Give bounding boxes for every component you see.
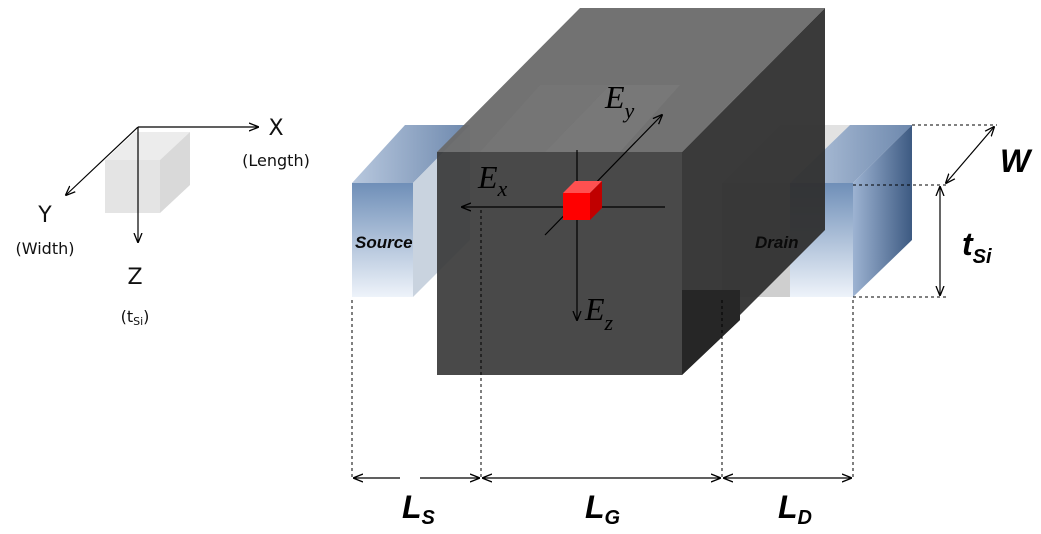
drain-length-label: LD <box>778 489 812 529</box>
source-label: Source <box>355 233 413 252</box>
source-length-label: LS <box>402 489 436 529</box>
axis-letter: Z <box>127 265 142 290</box>
dimension-lines <box>351 124 997 480</box>
gate-length-label: LG <box>585 489 620 529</box>
axis-letter: Y <box>37 203 52 228</box>
dim-symbol: t <box>962 226 974 262</box>
width-label: W <box>1000 143 1033 179</box>
axis-icon <box>66 127 258 242</box>
caption-sub: Si <box>133 315 143 328</box>
dim-sub: S <box>422 507 436 529</box>
thickness-label: tSi <box>962 226 992 268</box>
dim-sub: G <box>605 507 621 529</box>
drain-label: Drain <box>755 233 798 252</box>
field-arrows <box>462 115 665 320</box>
field-sub: x <box>497 176 508 201</box>
axis-caption: (Width) <box>16 239 75 258</box>
axis-caption: (Length) <box>242 151 310 170</box>
axis-caption: (tSi) <box>121 307 150 328</box>
field-label: Ex <box>477 159 508 201</box>
caption-part: ) <box>143 307 149 326</box>
field-symbol: E <box>584 291 605 327</box>
caption-part: (t <box>121 307 134 326</box>
field-symbol: E <box>604 79 625 115</box>
dim-sub: Si <box>973 246 992 268</box>
field-sub: z <box>604 310 614 335</box>
dim-symbol: L <box>585 489 605 525</box>
field-sub: y <box>623 98 635 123</box>
axis-letter: X <box>268 116 283 141</box>
gate-block <box>437 8 825 375</box>
dim-sub: D <box>798 507 812 529</box>
dim-symbol: L <box>402 489 422 525</box>
field-label: Ez <box>584 291 614 335</box>
dim-symbol: L <box>778 489 798 525</box>
field-symbol: E <box>477 159 498 195</box>
field-label: Ey <box>604 79 635 123</box>
